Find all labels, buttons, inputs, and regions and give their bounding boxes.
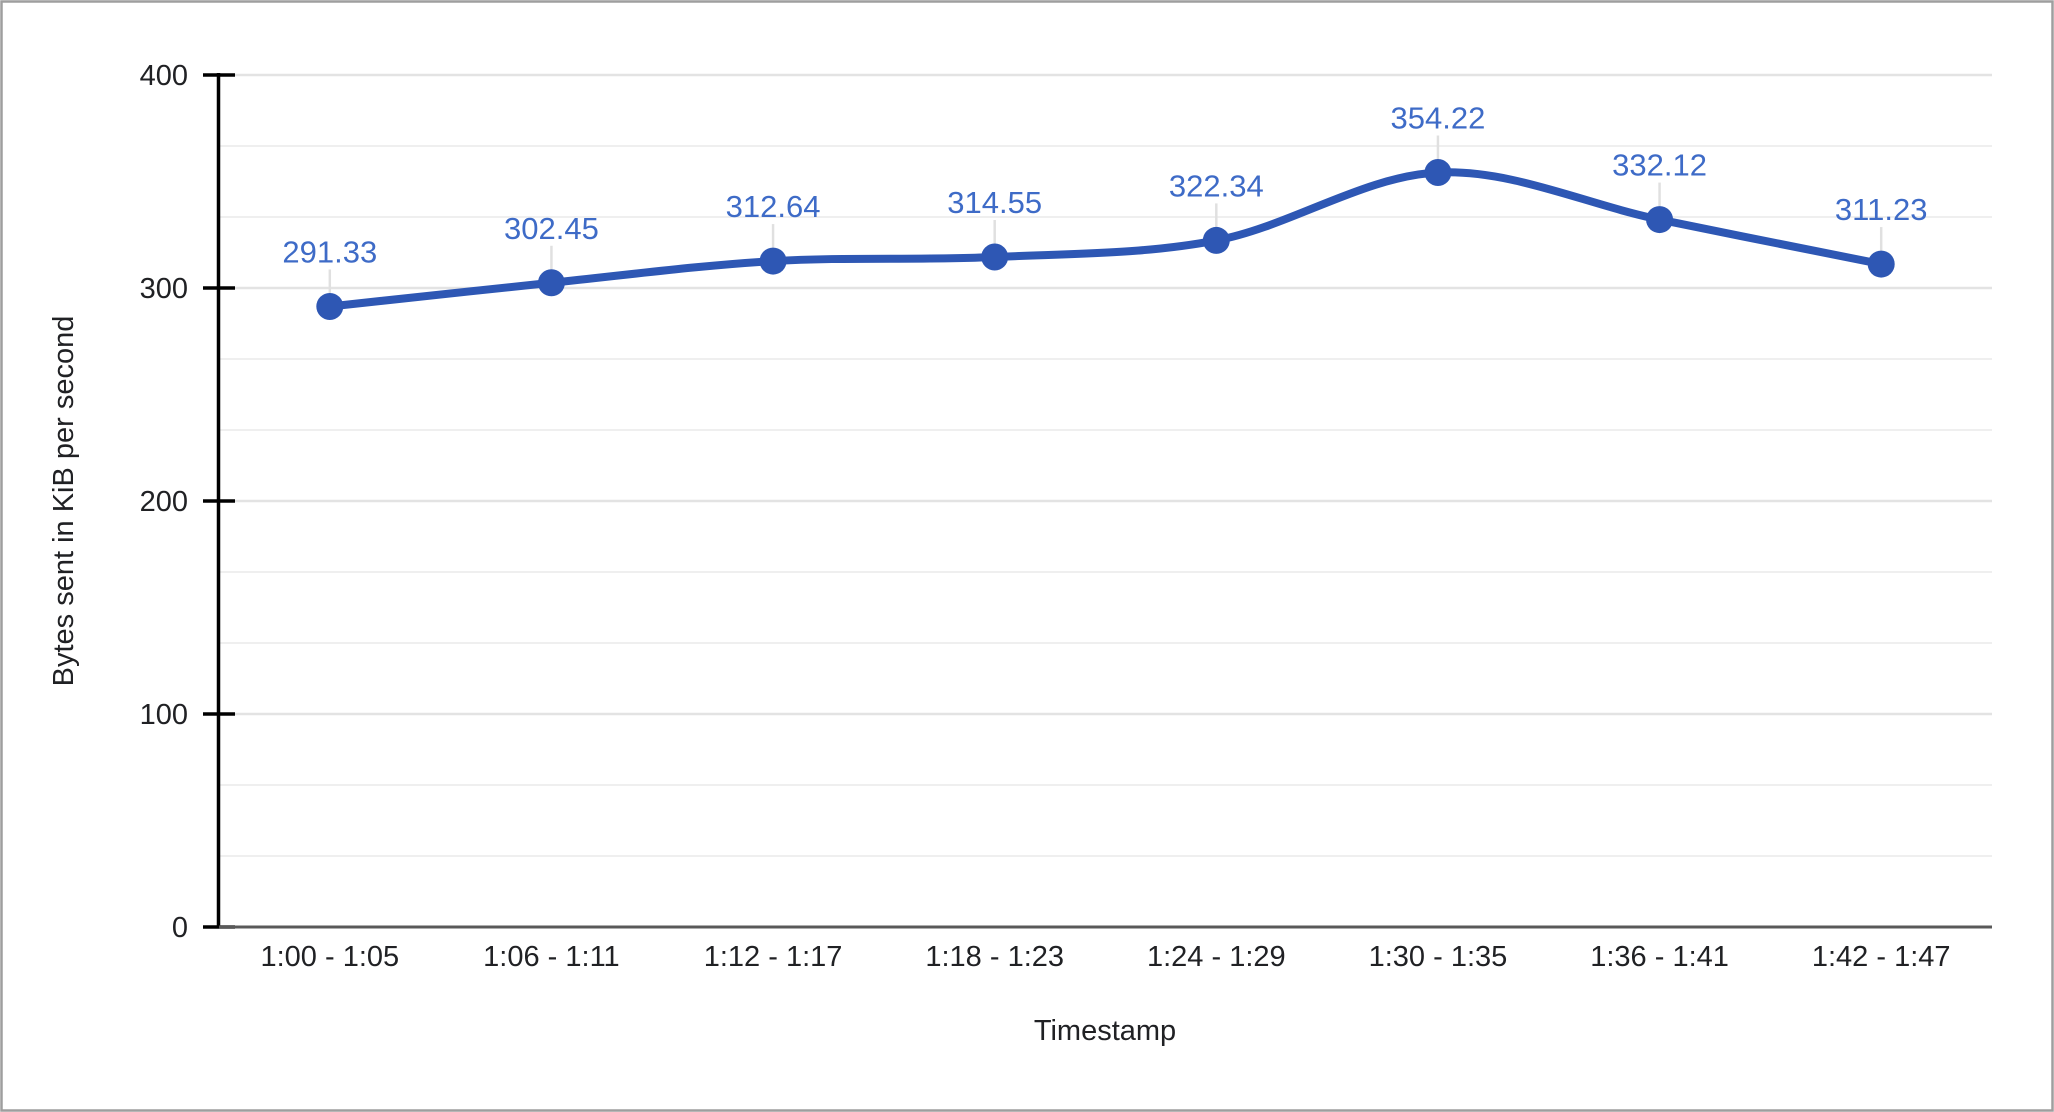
x-tick-label: 1:42 - 1:47 xyxy=(1812,941,1951,973)
data-point-marker[interactable] xyxy=(1424,159,1452,187)
data-label: 312.64 xyxy=(726,189,821,224)
data-point-marker[interactable] xyxy=(759,247,787,275)
x-tick-label: 1:12 - 1:17 xyxy=(704,941,843,973)
data-labels: 291.33 302.45 312.64 314.55 322.34 354.22 332.… xyxy=(282,101,1927,270)
x-tick-label: 1:24 - 1:29 xyxy=(1147,941,1286,973)
data-label: 354.22 xyxy=(1391,101,1486,136)
axes xyxy=(203,73,1992,929)
data-point-marker[interactable] xyxy=(1202,226,1230,254)
data-point-marker[interactable] xyxy=(537,269,565,297)
y-tick-label: 0 xyxy=(172,912,188,944)
data-point-marker[interactable] xyxy=(1646,206,1674,234)
data-label: 311.23 xyxy=(1835,192,1928,227)
data-label: 291.33 xyxy=(282,234,377,269)
data-point-marker[interactable] xyxy=(1867,250,1895,278)
x-axis-title: Timestamp xyxy=(1034,1015,1176,1047)
data-label: 302.45 xyxy=(504,211,599,246)
series-line-group xyxy=(325,168,1886,311)
data-point-marker[interactable] xyxy=(316,292,344,320)
y-tick-label: 100 xyxy=(140,699,188,731)
x-tick-label: 1:18 - 1:23 xyxy=(925,941,1064,973)
y-tick-label: 400 xyxy=(140,60,188,92)
y-axis-title: Bytes sent in KiB per second xyxy=(48,316,80,687)
x-tick-label: 1:30 - 1:35 xyxy=(1369,941,1508,973)
minor-gridlines xyxy=(220,145,1992,857)
x-axis-tick-labels: 1:00 - 1:05 1:06 - 1:11 1:12 - 1:17 1:18 - … xyxy=(260,941,1950,973)
x-tick-label: 1:06 - 1:11 xyxy=(483,941,620,973)
series-line xyxy=(325,168,1886,311)
data-label: 322.34 xyxy=(1169,168,1264,203)
y-tick-label: 200 xyxy=(140,486,188,518)
data-point-marker[interactable] xyxy=(981,243,1009,271)
y-axis-tick-labels: 0 100 200 300 400 xyxy=(140,60,188,944)
data-point-markers xyxy=(316,159,1895,320)
data-label: 314.55 xyxy=(947,185,1042,220)
data-label: 332.12 xyxy=(1612,148,1707,183)
y-tick-label: 300 xyxy=(140,273,188,305)
x-tick-label: 1:36 - 1:41 xyxy=(1590,941,1729,973)
x-tick-label: 1:00 - 1:05 xyxy=(260,941,399,973)
